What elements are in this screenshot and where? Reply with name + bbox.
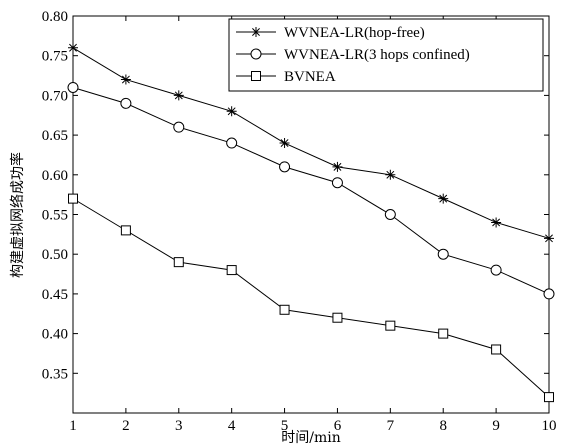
legend-label: WVNEA-LR(3 hops confined) (284, 47, 470, 63)
star-marker (491, 217, 502, 228)
y-tick-label: 0.75 (42, 49, 68, 65)
series-star (68, 42, 554, 244)
legend: WVNEA-LR(hop-free) WVNEA-LR(3 hops confin… (228, 18, 544, 92)
star-marker (438, 193, 449, 204)
star-marker (332, 161, 343, 172)
square-marker (68, 193, 78, 204)
x-tick-label: 2 (122, 418, 130, 434)
series-group (67, 42, 555, 403)
legend-label: BVNEA (284, 69, 336, 85)
circle-marker (490, 264, 502, 276)
legend-label: WVNEA-LR(hop-free) (284, 25, 425, 41)
y-tick-label: 0.50 (42, 247, 68, 263)
square-marker (438, 328, 449, 339)
y-tick-label: 0.40 (42, 327, 68, 343)
y-tick-label: 0.55 (42, 208, 68, 224)
legend-box (228, 18, 544, 92)
y-tick-label: 0.60 (42, 168, 68, 184)
ticks-group: 1 2 3 4 5 6 7 8 9 10 0.35 0.40 0.45 0.50 0.55 0.60 0.65 0… (42, 9, 557, 434)
star-marker (251, 27, 261, 37)
circle-marker (250, 48, 262, 60)
circle-marker (543, 288, 555, 300)
star-marker (385, 169, 396, 180)
circle-marker (120, 97, 132, 109)
square-marker (491, 344, 502, 355)
x-tick-label: 7 (387, 418, 395, 434)
circle-marker (437, 248, 449, 260)
star-marker (120, 74, 131, 85)
legend-item: WVNEA-LR(hop-free) (236, 25, 425, 41)
square-marker (385, 320, 396, 331)
star-marker (226, 106, 237, 117)
legend-item: BVNEA (236, 69, 336, 85)
circle-marker (173, 121, 185, 133)
x-tick-label: 4 (228, 418, 236, 434)
circle-marker (384, 209, 396, 220)
y-axis-label: 构建虚拟网络成功率 (9, 152, 26, 278)
y-tick-label: 0.65 (42, 128, 68, 144)
series-line (72, 47, 550, 239)
x-tick-label: 8 (439, 418, 447, 434)
y-tick-label: 0.70 (42, 88, 68, 104)
y-tick-label: 0.35 (42, 366, 68, 382)
square-marker (332, 312, 343, 323)
circle-marker (279, 161, 291, 173)
series-line (72, 86, 550, 295)
star-marker (544, 233, 554, 244)
square-marker (120, 225, 131, 236)
circle-marker (67, 81, 79, 93)
x-tick-label: 3 (175, 418, 183, 434)
square-marker (251, 71, 261, 81)
x-tick-label: 10 (542, 418, 557, 434)
square-marker (544, 392, 554, 403)
x-tick-label: 1 (69, 418, 77, 434)
x-tick-label: 5 (281, 418, 289, 434)
y-tick-label: 0.45 (42, 287, 68, 303)
series-square (68, 193, 554, 403)
circle-marker (331, 177, 343, 189)
square-marker (279, 304, 290, 315)
square-marker (226, 265, 237, 276)
x-axis-label: 时间/min (281, 430, 341, 446)
star-marker (68, 42, 78, 53)
x-tick-label: 9 (492, 418, 500, 434)
legend-item: WVNEA-LR(3 hops confined) (236, 47, 470, 63)
series-line (72, 198, 550, 398)
circle-marker (226, 137, 238, 149)
star-marker (279, 138, 290, 149)
star-marker (173, 90, 184, 101)
square-marker (173, 257, 184, 268)
x-tick-label: 6 (334, 418, 342, 434)
series-circle (67, 81, 555, 300)
y-tick-label: 0.80 (42, 9, 68, 25)
